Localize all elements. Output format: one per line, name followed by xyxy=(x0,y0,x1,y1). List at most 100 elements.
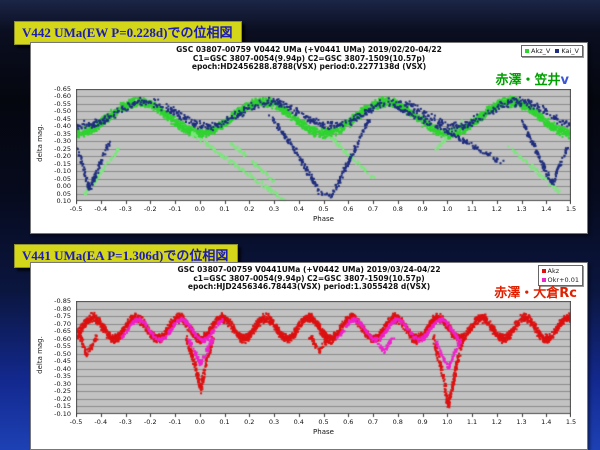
x-tick-label: 1.5 xyxy=(565,205,577,213)
x-tick-label: 1.5 xyxy=(565,418,577,426)
x-tick-label: 0.2 xyxy=(244,205,255,213)
y-tick-label: -0.50 xyxy=(54,107,71,116)
x-tick-label: 1.3 xyxy=(516,205,527,213)
slide-title-v442: V442 UMa(EW P=0.228d)での位相図 xyxy=(14,21,243,45)
chart1-observer-annotation: 赤澤・笠井v xyxy=(496,69,570,88)
chart1-observer-names: 赤澤・笠井 xyxy=(495,73,561,88)
y-tick-label: -0.20 xyxy=(54,152,71,161)
x-tick-label: 1.4 xyxy=(541,205,552,213)
x-tick-label: 0.6 xyxy=(343,205,354,213)
y-tick-label: -0.10 xyxy=(54,167,71,176)
legend-item: Kai_V xyxy=(555,47,579,55)
y-tick-label: -0.55 xyxy=(54,342,71,351)
y-tick-label: -0.35 xyxy=(54,129,71,138)
x-tick-label: 0.4 xyxy=(293,205,304,213)
x-tick-label: -0.2 xyxy=(143,418,157,426)
y-tick-label: -0.25 xyxy=(54,387,71,396)
y-tick-label: 0.10 xyxy=(56,197,71,205)
chart1-legend: Akz_V Kai_V xyxy=(521,45,583,57)
chart2-legend: Akz Okr+0.01 xyxy=(537,265,583,286)
y-tick-label: -0.80 xyxy=(54,304,71,313)
x-tick-label: 1.1 xyxy=(466,418,478,426)
chart2-y-axis-ticks: -0.85 -0.80 -0.75 -0.70 -0.65 -0.60 -0.55 -0.50… xyxy=(37,297,73,418)
x-tick-label: -0.5 xyxy=(69,205,83,213)
x-tick-label: 0.4 xyxy=(293,418,304,426)
x-tick-label: -0.3 xyxy=(119,205,132,213)
y-tick-label: -0.50 xyxy=(54,349,71,358)
legend-marker-icon xyxy=(541,269,546,273)
chart2-header-line1: GSC 03807-00759 V0441UMa (+V0442 UMa) 20… xyxy=(177,265,441,274)
x-tick-label: 0.7 xyxy=(367,418,379,426)
chart2-header: GSC 03807-00759 V0441UMa (+V0442 UMa) 20… xyxy=(61,265,557,292)
chart1-band-letter: v xyxy=(560,73,569,88)
x-tick-label: -0.2 xyxy=(143,205,157,213)
y-tick-label: -0.40 xyxy=(54,122,71,131)
x-tick-label: 0.7 xyxy=(367,205,379,213)
x-tick-label: 0.0 xyxy=(194,205,205,213)
x-tick-label: 0.0 xyxy=(194,418,205,426)
x-tick-label: -0.4 xyxy=(94,205,108,213)
legend-marker-icon xyxy=(525,49,530,53)
x-tick-label: -0.4 xyxy=(94,418,108,426)
legend-item: Akz xyxy=(541,267,560,275)
chart1-header-line2: C1=GSC 3807-0054(9.94p) C2=GSC 3807-1509… xyxy=(192,53,426,63)
y-tick-label: -0.55 xyxy=(54,99,71,108)
chart2-header-line2: c1=GSC 3807-0054(9.94p) C2=GSC 3807-1509… xyxy=(193,273,425,283)
chart2-x-axis-ticks: -0.5 -0.4 -0.3 -0.2 -0.1 0.0 0.1 0.2 0.3 0.4 0.5 0.… xyxy=(70,418,577,427)
legend-marker-icon xyxy=(541,278,546,282)
x-tick-label: 0.1 xyxy=(219,418,230,426)
x-tick-label: 0.1 xyxy=(219,205,230,213)
y-tick-label: -0.30 xyxy=(54,379,71,388)
x-tick-label: -0.1 xyxy=(168,205,182,213)
chart1-header: GSC 03807-00759 V0442 UMa (+V0441 UMa) 2… xyxy=(61,45,557,72)
y-tick-label: -0.65 xyxy=(54,85,71,93)
chart2-observer-annotation: 赤澤・大倉Rc xyxy=(494,282,577,301)
y-tick-label: -0.40 xyxy=(54,364,71,373)
y-tick-label: -0.70 xyxy=(54,319,71,328)
chart2-panel: GSC 03807-00759 V0441UMa (+V0442 UMa) 20… xyxy=(30,262,588,450)
x-tick-label: -0.3 xyxy=(119,418,132,426)
y-tick-label: -0.15 xyxy=(54,159,71,168)
chart1-x-axis-label: Phase xyxy=(313,215,334,223)
x-tick-label: 0.9 xyxy=(417,418,428,426)
y-tick-label: -0.85 xyxy=(54,297,71,305)
y-tick-label: 0.00 xyxy=(56,182,71,191)
legend-label: Akz xyxy=(547,267,560,275)
y-tick-label: -0.75 xyxy=(54,312,71,321)
x-tick-label: 0.8 xyxy=(392,205,403,213)
legend-label: Kai_V xyxy=(561,47,579,55)
y-tick-label: -0.20 xyxy=(54,394,71,403)
legend-item: Akz_V xyxy=(525,47,550,55)
y-tick-label: -0.05 xyxy=(54,174,71,183)
y-tick-label: -0.30 xyxy=(54,137,71,146)
x-tick-label: 0.3 xyxy=(268,205,280,213)
legend-label: Akz_V xyxy=(531,47,551,55)
chart2-header-line3: epoch:HJD2456346.78443(VSX) period:1.305… xyxy=(187,282,431,292)
chart1-plot-area xyxy=(76,89,571,205)
x-tick-label: 0.5 xyxy=(318,418,329,426)
chart1-x-axis-ticks: -0.5 -0.4 -0.3 -0.2 -0.1 0.0 0.1 0.2 0.3 0.4 0.5 0.… xyxy=(70,205,577,214)
x-tick-label: 1.2 xyxy=(491,205,502,213)
y-tick-label: -0.15 xyxy=(54,402,71,411)
x-tick-label: 1.3 xyxy=(516,418,527,426)
legend-label: Okr+0.01 xyxy=(547,276,579,284)
y-tick-label: -0.60 xyxy=(54,92,71,101)
x-tick-label: 0.2 xyxy=(244,418,255,426)
y-tick-label: -0.60 xyxy=(54,334,71,343)
y-tick-label: -0.10 xyxy=(54,410,71,418)
y-tick-label: -0.65 xyxy=(54,327,71,336)
x-tick-label: 1.2 xyxy=(491,418,502,426)
x-tick-label: 1.0 xyxy=(442,205,453,213)
x-tick-label: 1.1 xyxy=(466,205,478,213)
y-tick-label: -0.45 xyxy=(54,357,71,366)
y-tick-label: -0.35 xyxy=(54,372,71,381)
chart2-observer-names: 赤澤・大倉 xyxy=(494,286,560,301)
x-tick-label: 0.9 xyxy=(417,205,428,213)
legend-item: Okr+0.01 xyxy=(541,276,579,284)
x-tick-label: 0.5 xyxy=(318,205,329,213)
x-tick-label: 0.8 xyxy=(392,418,403,426)
x-tick-label: -0.5 xyxy=(69,418,83,426)
chart1-header-line1: GSC 03807-00759 V0442 UMa (+V0441 UMa) 2… xyxy=(176,45,442,54)
x-tick-label: 0.6 xyxy=(343,418,354,426)
